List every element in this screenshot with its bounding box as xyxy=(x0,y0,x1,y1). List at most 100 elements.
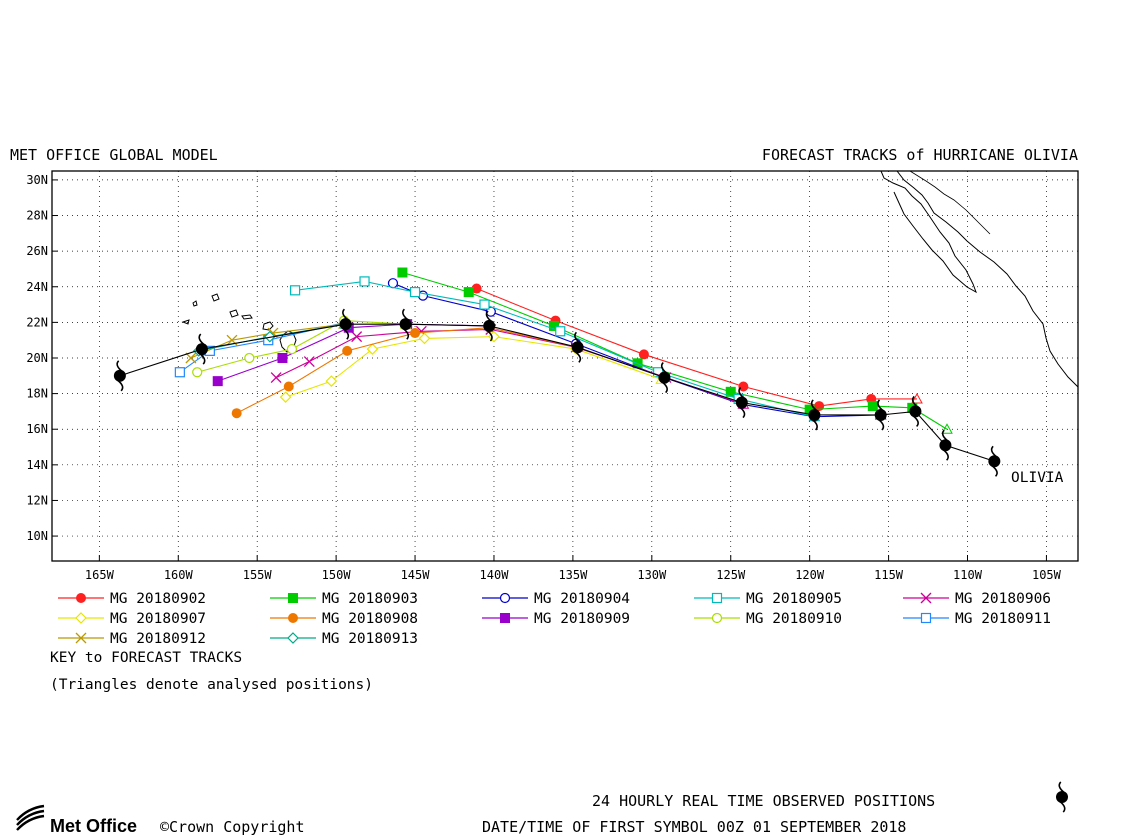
legend-entry: MG 20180908 xyxy=(270,611,418,627)
nw-hawaiian-islet xyxy=(181,319,190,325)
track-point-dot xyxy=(638,349,649,360)
met-office-logo-text: Met Office xyxy=(50,816,137,836)
crown-copyright: ©Crown Copyright xyxy=(160,818,305,836)
track-point-square xyxy=(804,404,815,415)
mainland-mexico-coast xyxy=(896,171,1078,388)
first-symbol-datetime: DATE/TIME OF FIRST SYMBOL 00Z 01 SEPTEMB… xyxy=(482,818,906,836)
forecast-track-line xyxy=(190,323,345,359)
legend-label: MG 20180907 xyxy=(110,611,206,627)
track-point-open-square xyxy=(555,326,566,337)
legend-label: MG 20180906 xyxy=(955,591,1051,607)
legend-label: MG 20180910 xyxy=(746,611,842,627)
coastline xyxy=(181,171,1078,388)
track-point-diamond xyxy=(366,343,379,355)
track-point-cross xyxy=(270,372,282,384)
track-point-dot xyxy=(738,381,749,392)
legend-entry: MG 20180910 xyxy=(694,611,842,627)
kauai-island xyxy=(211,293,220,302)
hurricane-center xyxy=(909,405,922,418)
track-point-cross xyxy=(75,632,87,644)
legend-label: MG 20180911 xyxy=(955,611,1051,627)
hurricane-symbol-icon xyxy=(113,360,126,392)
track-point-dot xyxy=(76,593,86,603)
legend-entry: MG 20180904 xyxy=(482,591,630,607)
track-point-dot xyxy=(231,408,242,419)
legend-label: MG 20180908 xyxy=(322,611,418,627)
hurricane-symbol-icon xyxy=(1056,781,1068,813)
maui-island xyxy=(262,321,274,331)
track-point-open-square xyxy=(711,592,723,604)
hurricane-symbol-icon xyxy=(658,362,671,394)
track-point-open-square xyxy=(409,286,421,298)
hurricane-symbol-icon xyxy=(339,308,352,340)
track-point-square xyxy=(500,613,510,623)
lon-tick-label: 105W xyxy=(1032,568,1062,582)
lat-tick-label: 28N xyxy=(26,209,48,223)
lon-tick-label: 130W xyxy=(637,568,667,582)
legend-label: MG 20180913 xyxy=(322,631,418,647)
track-point-open-square xyxy=(359,276,370,287)
analysed-position-triangle xyxy=(941,423,953,434)
lon-tick-label: 120W xyxy=(795,568,825,582)
hurricane-symbol-icon xyxy=(399,308,412,340)
forecast-track-line xyxy=(236,327,578,414)
track-point-square xyxy=(397,267,408,278)
track-point-cross xyxy=(351,331,363,343)
track-point-square xyxy=(463,287,474,298)
hurricane-symbol-icon xyxy=(1056,781,1068,813)
track-point-square xyxy=(212,376,223,387)
lon-tick-label: 165W xyxy=(85,568,115,582)
map-frame xyxy=(51,170,1079,562)
oahu-island xyxy=(229,309,239,318)
lat-tick-label: 20N xyxy=(26,351,48,365)
legend-entry: MG 20180902 xyxy=(58,591,206,607)
lat-tick-label: 18N xyxy=(26,387,48,401)
track-point-open-square xyxy=(174,367,185,378)
lat-tick-label: 10N xyxy=(26,529,48,543)
legend-entry: MG 20180907 xyxy=(58,611,206,627)
track-point-diamond xyxy=(75,612,87,624)
track-point-dot xyxy=(342,345,353,356)
axis-labels: 30N 28N 26N 24N 22N 20N 18N 16N 14N 12N 10N 165W 160… xyxy=(26,173,1061,582)
hurricane-center xyxy=(571,341,584,354)
lon-tick-label: 125W xyxy=(716,568,746,582)
track-point-diamond xyxy=(325,375,338,387)
legend-entry: MG 20180912 xyxy=(58,631,206,647)
baja-california-coast xyxy=(880,171,977,294)
lat-tick-label: 30N xyxy=(26,173,48,187)
track-point-diamond xyxy=(287,632,299,644)
hurricane-symbol-icon xyxy=(195,333,208,365)
track-point-cross xyxy=(303,356,315,368)
hurricane-center xyxy=(195,343,208,356)
lon-tick-label: 150W xyxy=(322,568,352,582)
molokai-island xyxy=(241,314,253,320)
track-point-square xyxy=(867,401,878,412)
track-point-circle xyxy=(192,367,203,378)
lon-tick-label: 145W xyxy=(401,568,431,582)
legend-entry: MG 20180913 xyxy=(270,631,418,647)
legend-label: MG 20180909 xyxy=(534,611,630,627)
hurricane-center xyxy=(658,371,671,384)
lat-tick-label: 16N xyxy=(26,422,48,436)
lon-tick-label: 110W xyxy=(953,568,983,582)
track-point-circle xyxy=(711,612,723,624)
observed-positions-note: 24 HOURLY REAL TIME OBSERVED POSITIONS xyxy=(592,792,935,810)
legend-label: MG 20180903 xyxy=(322,591,418,607)
hurricane-center xyxy=(1056,791,1068,803)
storm-label: OLIVIA xyxy=(1011,470,1064,486)
hurricane-symbol-icon xyxy=(874,399,887,431)
observed-track xyxy=(113,308,1001,477)
niihau-island xyxy=(192,300,198,307)
hurricane-center xyxy=(339,318,352,331)
forecast-track-line xyxy=(295,280,815,418)
track-point-square xyxy=(277,352,288,363)
map-grid xyxy=(52,171,1078,561)
hurricane-center xyxy=(988,455,1001,468)
track-point-dot xyxy=(410,328,421,339)
hurricane-center xyxy=(735,396,748,409)
lat-tick-label: 12N xyxy=(26,493,48,507)
track-point-circle xyxy=(286,343,298,355)
met-office-swoosh-icon xyxy=(16,804,45,831)
header-storm-title: FORECAST TRACKS of HURRICANE OLIVIA xyxy=(762,146,1078,164)
track-point-open-square xyxy=(920,612,932,624)
